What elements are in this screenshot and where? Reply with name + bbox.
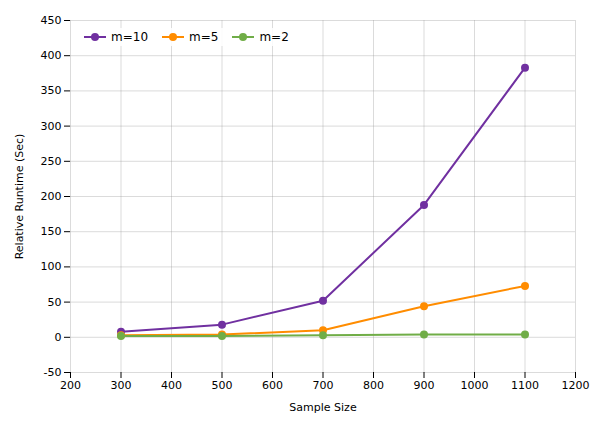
svg-text:450: 450: [41, 14, 62, 27]
svg-text:800: 800: [363, 379, 384, 392]
html-text:m=2: m=2: [259, 30, 289, 44]
svg-text:150: 150: [41, 225, 62, 238]
svg-text:Relative Runtime (Sec): Relative Runtime (Sec): [13, 134, 26, 260]
svg-text:350: 350: [41, 84, 62, 97]
svg-text:600: 600: [262, 379, 283, 392]
svg-text:300: 300: [41, 120, 62, 133]
html-text:m=5: m=5: [189, 30, 219, 44]
html-text:m=10: m=10: [111, 30, 148, 44]
svg-text:700: 700: [313, 379, 334, 392]
svg-text:0: 0: [55, 331, 62, 344]
svg-text:400: 400: [161, 379, 182, 392]
svg-text:1200: 1200: [562, 379, 590, 392]
svg-text:200: 200: [60, 379, 81, 392]
svg-text:400: 400: [41, 49, 62, 62]
svg-text:250: 250: [41, 155, 62, 168]
svg-text:1000: 1000: [461, 379, 489, 392]
svg-text:200: 200: [41, 190, 62, 203]
svg-text:300: 300: [111, 379, 132, 392]
svg-text:100: 100: [41, 260, 62, 273]
svg-text:Sample Size: Sample Size: [289, 401, 357, 414]
svg-text:50: 50: [48, 296, 62, 309]
svg-text:900: 900: [414, 379, 435, 392]
svg-text:-50: -50: [44, 366, 62, 379]
svg-text:1100: 1100: [511, 379, 539, 392]
svg-text:500: 500: [212, 379, 233, 392]
